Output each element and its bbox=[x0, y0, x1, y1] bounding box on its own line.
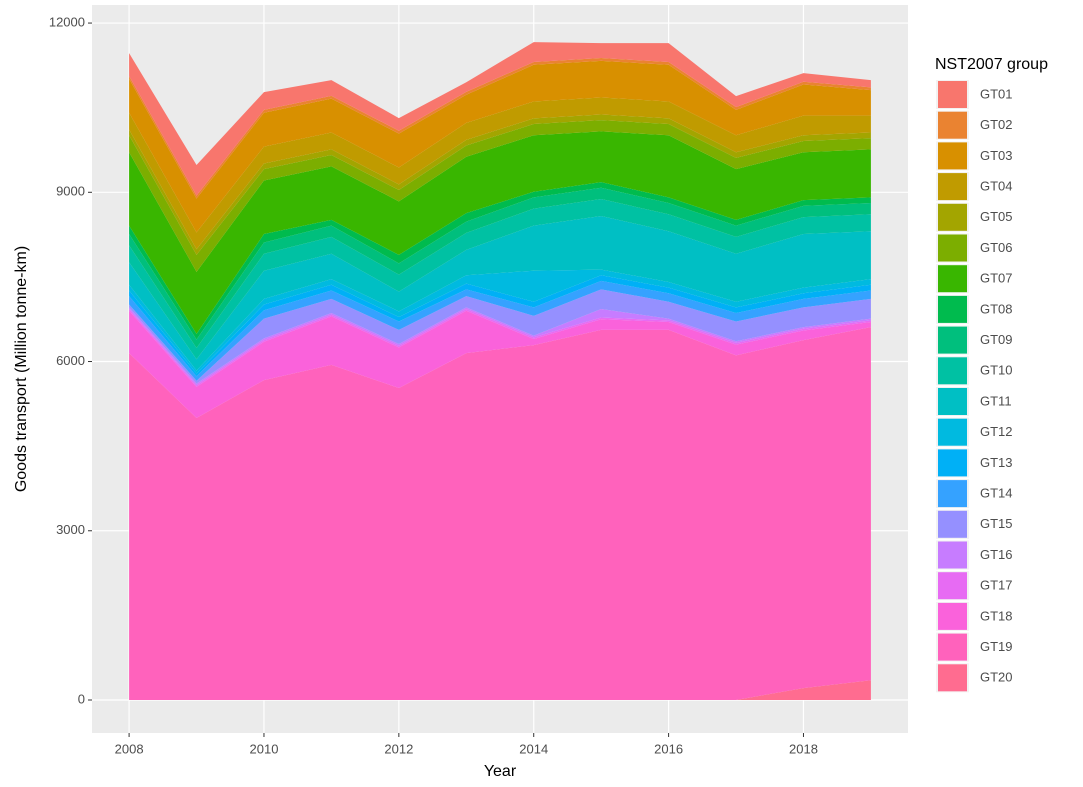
area bbox=[129, 42, 871, 196]
legend-label: GT20 bbox=[980, 670, 1013, 685]
legend-label: GT14 bbox=[980, 486, 1013, 501]
legend-swatch bbox=[938, 572, 967, 600]
legend-label: GT05 bbox=[980, 209, 1013, 224]
x-tick-label: 2014 bbox=[519, 741, 548, 756]
legend-label: GT11 bbox=[980, 393, 1012, 408]
legend-label: GT12 bbox=[980, 424, 1013, 439]
legend-label: GT07 bbox=[980, 271, 1013, 286]
legend-swatch bbox=[938, 449, 967, 477]
area bbox=[129, 310, 871, 418]
area bbox=[129, 199, 871, 360]
area bbox=[129, 60, 871, 233]
legend-swatch bbox=[938, 81, 967, 108]
area bbox=[129, 120, 871, 272]
legend-label: GT01 bbox=[980, 86, 1013, 101]
area bbox=[129, 275, 871, 377]
legend-swatch bbox=[938, 388, 967, 415]
legend-label: GT02 bbox=[980, 117, 1013, 132]
x-tick-label: 2010 bbox=[250, 741, 279, 756]
area bbox=[129, 307, 871, 386]
area bbox=[129, 187, 871, 348]
area bbox=[129, 327, 871, 700]
legend-label: GT19 bbox=[980, 639, 1013, 654]
x-tick-label: 2008 bbox=[115, 741, 144, 756]
legend-swatch bbox=[938, 265, 967, 293]
x-tick-label: 2018 bbox=[789, 741, 818, 756]
y-axis-title: Goods transport (Million tonne-km) bbox=[13, 246, 30, 492]
legend-swatch bbox=[938, 326, 967, 354]
legend-label: GT13 bbox=[980, 455, 1013, 470]
x-axis-title: Year bbox=[484, 763, 517, 780]
legend-swatch bbox=[938, 541, 967, 569]
legend-label: GT06 bbox=[980, 240, 1013, 255]
area bbox=[129, 309, 871, 387]
y-tick-label: 12000 bbox=[49, 14, 85, 29]
area bbox=[129, 131, 871, 334]
legend-label: GT04 bbox=[980, 179, 1013, 194]
legend-swatch bbox=[938, 418, 967, 446]
y-tick-label: 9000 bbox=[56, 184, 85, 199]
area bbox=[129, 269, 871, 374]
area bbox=[129, 114, 871, 255]
y-tick-label: 3000 bbox=[56, 522, 85, 537]
legend-label: GT09 bbox=[980, 332, 1013, 347]
legend-title: NST2007 group bbox=[935, 56, 1048, 73]
y-tick-label: 0 bbox=[78, 691, 85, 706]
legend-label: GT08 bbox=[980, 301, 1013, 316]
legend-swatch bbox=[938, 295, 967, 323]
legend-swatch bbox=[938, 633, 967, 661]
legend-label: GT15 bbox=[980, 516, 1013, 531]
legend-label: GT17 bbox=[980, 578, 1013, 593]
legend-swatch bbox=[938, 203, 967, 231]
x-tick-label: 2012 bbox=[384, 741, 413, 756]
area bbox=[129, 280, 871, 381]
area bbox=[129, 97, 871, 250]
area bbox=[129, 289, 871, 384]
x-tick-label: 2016 bbox=[654, 741, 683, 756]
legend-swatch bbox=[938, 480, 967, 508]
legend-label: GT10 bbox=[980, 363, 1013, 378]
legend-swatch bbox=[938, 602, 967, 630]
legend-swatch bbox=[938, 510, 967, 538]
legend-swatch bbox=[938, 142, 967, 170]
legend-label: GT16 bbox=[980, 547, 1013, 562]
legend-swatch bbox=[938, 234, 967, 262]
legend-swatch bbox=[938, 357, 967, 385]
legend-swatch bbox=[938, 173, 967, 201]
legend-label: GT18 bbox=[980, 608, 1013, 623]
area bbox=[129, 215, 871, 371]
legend-swatch bbox=[938, 664, 967, 692]
legend-label: GT03 bbox=[980, 148, 1013, 163]
y-tick-label: 6000 bbox=[56, 353, 85, 368]
area bbox=[129, 680, 871, 700]
legend-swatch bbox=[938, 111, 967, 139]
